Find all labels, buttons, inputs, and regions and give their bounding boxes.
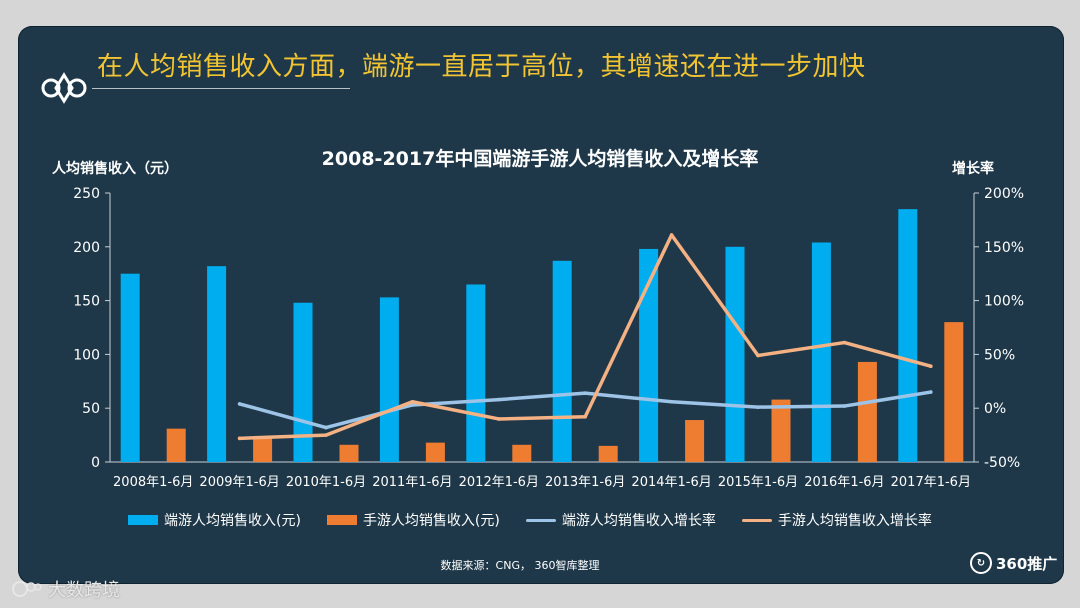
y-tick-label-right: 50% <box>984 347 1015 363</box>
bar-pc-revenue <box>725 246 745 462</box>
bar-mobile-revenue <box>512 444 532 462</box>
line-pc-growth-point <box>583 391 587 395</box>
y-tick-label-left: 100 <box>73 347 100 363</box>
watermark-chat-icon <box>12 581 42 597</box>
legend-swatch-pc-bar <box>128 515 158 525</box>
y-tick-label-left: 250 <box>73 186 100 202</box>
legend-label: 手游人均销售收入(元) <box>362 513 500 529</box>
bar-mobile-revenue <box>944 322 964 462</box>
y-tick-label-left: 50 <box>82 401 100 417</box>
x-tick-label: 2009年1-6月 <box>199 475 279 490</box>
brand-360-icon: ↻ <box>970 552 992 574</box>
line-mobile-growth-point <box>497 417 501 421</box>
legend-swatch-mobile-line <box>741 518 772 522</box>
y-tick-label-right: 100% <box>984 294 1024 310</box>
line-pc-growth-point <box>929 390 933 394</box>
y-tick-label-left: 200 <box>73 240 100 256</box>
watermark: 大数跨境 <box>10 576 120 602</box>
legend-swatch-mobile-bar <box>326 515 357 525</box>
y-tick-label-right: 200% <box>984 186 1024 202</box>
chart-title: 2008-2017年中国端游手游人均销售收入及增长率 <box>321 148 759 170</box>
legend-label: 手游人均销售收入增长率 <box>777 513 932 529</box>
y-tick-label-left: 150 <box>73 294 100 310</box>
y-tick-label-right: 150% <box>984 240 1024 256</box>
bar-pc-revenue <box>293 302 313 462</box>
x-tick-label: 2014年1-6月 <box>631 475 711 490</box>
slide-panel <box>18 26 1064 584</box>
line-pc-growth-point <box>497 397 501 402</box>
legend-item-pc-line: 端游人均销售收入增长率 <box>525 510 716 530</box>
bar-mobile-revenue <box>425 442 445 462</box>
bar-pc-revenue <box>120 273 140 462</box>
legend-item-pc-bar: 端游人均销售收入(元) <box>128 510 301 530</box>
bar-pc-revenue <box>639 248 659 462</box>
watermark-text: 大数跨境 <box>48 580 120 601</box>
legend-item-mobile-bar: 手游人均销售收入(元) <box>326 510 500 530</box>
legend-swatch-pc-line <box>525 518 556 522</box>
bar-pc-revenue <box>379 297 399 462</box>
x-tick-label: 2013年1-6月 <box>545 475 625 490</box>
clover-logo-icon <box>41 72 87 104</box>
y-tick-label-right: 0% <box>984 401 1006 417</box>
y-axis-label-left: 人均销售收入（元） <box>52 161 178 177</box>
line-pc-growth-point <box>324 425 328 430</box>
slide-title: 在人均销售收入方面，端游一直居于高位，其增速还在进一步加快 <box>97 52 866 82</box>
x-tick-label: 2008年1-6月 <box>113 475 193 490</box>
brand-text: 360推广 <box>996 554 1058 573</box>
bar-mobile-revenue <box>253 436 273 462</box>
legend-item-mobile-line: 手游人均销售收入增长率 <box>741 510 932 530</box>
bar-mobile-revenue <box>771 399 791 462</box>
y-tick-label-right: -50% <box>984 455 1020 471</box>
line-pc-growth-point <box>756 405 760 409</box>
chart-legend: 端游人均销售收入(元) 手游人均销售收入(元) 端游人均销售收入增长率 手游人均… <box>128 510 958 530</box>
bar-pc-revenue <box>898 209 918 462</box>
x-tick-label: 2011年1-6月 <box>372 475 452 490</box>
x-tick-label: 2010年1-6月 <box>286 475 366 490</box>
bar-pc-revenue <box>466 284 486 462</box>
line-mobile-growth-point <box>237 436 242 441</box>
line-mobile-growth-point <box>842 340 847 345</box>
title-underline <box>92 88 350 89</box>
y-tick-label-left: 0 <box>91 455 100 471</box>
line-mobile-growth-point <box>324 433 328 437</box>
line-mobile-growth-point <box>410 399 415 404</box>
legend-label: 端游人均销售收入(元) <box>164 513 301 529</box>
x-tick-label: 2016年1-6月 <box>804 475 884 490</box>
brand-logo: ↻ 360推广 <box>970 552 1057 574</box>
legend-label: 端游人均销售收入增长率 <box>561 513 716 529</box>
line-mobile-growth-point <box>929 364 933 369</box>
line-pc-growth-point <box>842 404 847 408</box>
line-mobile-growth-point <box>583 415 587 419</box>
x-tick-label: 2017年1-6月 <box>891 475 971 490</box>
bar-mobile-revenue <box>857 361 877 462</box>
bar-mobile-revenue <box>339 444 359 462</box>
line-mobile-growth-point <box>669 233 674 237</box>
bar-pc-revenue <box>552 260 572 462</box>
bar-mobile-revenue <box>598 445 618 462</box>
bar-mobile-revenue <box>166 428 186 462</box>
line-mobile-growth-point <box>756 353 760 358</box>
line-pc-growth-point <box>669 399 674 404</box>
line-pc-growth-point <box>410 403 415 407</box>
x-tick-label: 2015年1-6月 <box>718 475 798 490</box>
bar-pc-revenue <box>811 242 831 462</box>
bar-mobile-revenue <box>685 420 705 462</box>
bar-pc-revenue <box>207 266 227 462</box>
line-pc-growth-point <box>237 402 242 406</box>
x-tick-label: 2012年1-6月 <box>459 475 539 490</box>
y-axis-label-right: 增长率 <box>952 161 994 177</box>
data-source-note: 数据来源：CNG， 360智库整理 <box>440 559 600 572</box>
